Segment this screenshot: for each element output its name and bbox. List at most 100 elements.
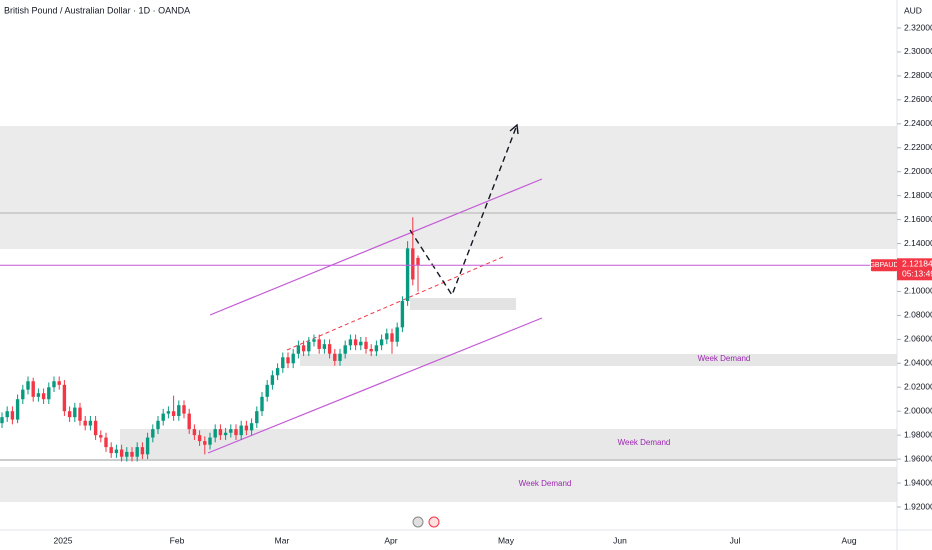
symbol-tag: GBPAUD <box>869 262 898 269</box>
candle-body <box>99 435 103 438</box>
x-tick-label: Mar <box>275 535 290 545</box>
y-tick-label: 2.26000 <box>904 94 932 104</box>
candle-body <box>187 413 191 430</box>
candle-body <box>359 341 363 346</box>
event-icon <box>428 516 440 528</box>
channel-line <box>207 317 543 454</box>
symbol-tag-bg <box>871 259 897 272</box>
candle-body <box>197 435 202 442</box>
chart-title: British Pound / Australian Dollar · 1D ·… <box>4 5 190 15</box>
y-tick-label: 2.02000 <box>904 382 932 392</box>
event-icons <box>412 516 440 528</box>
candle-body <box>26 381 30 390</box>
currency-label: AUD <box>904 5 922 15</box>
zones <box>0 126 897 502</box>
candle-body <box>109 447 113 454</box>
demand-zone <box>120 429 897 459</box>
candle-body <box>301 345 306 352</box>
candle-body <box>249 423 254 431</box>
candle-body <box>5 411 9 418</box>
candle-body <box>192 429 197 436</box>
demand-zone <box>410 298 516 310</box>
candle-body <box>31 381 35 397</box>
y-tick-label: 2.08000 <box>904 310 932 320</box>
y-tick-label: 2.10000 <box>904 286 932 296</box>
midline <box>286 255 506 351</box>
candle-body <box>114 449 119 454</box>
candle-body <box>218 429 223 436</box>
candle-body <box>405 248 410 302</box>
candle-body <box>275 368 280 376</box>
candle-body <box>286 357 290 364</box>
candle-body <box>244 425 249 431</box>
candle-body <box>343 345 347 354</box>
candle-body <box>281 357 285 369</box>
countdown: 05:13:49 <box>902 269 932 279</box>
zone-label: Week Demand <box>698 354 751 363</box>
candle-body <box>385 333 389 340</box>
candle-body <box>239 425 243 436</box>
candle-body <box>395 327 399 342</box>
y-tick-label: 2.32000 <box>904 22 932 32</box>
candle-body <box>312 339 316 342</box>
candle-body <box>41 393 46 400</box>
candle-body <box>317 339 321 349</box>
candle-body <box>265 384 269 397</box>
zone-label: Week Demand <box>519 479 572 488</box>
candle-body <box>130 451 134 457</box>
drawings <box>207 123 543 454</box>
candle-body <box>307 341 311 352</box>
candle-body <box>93 420 98 436</box>
candle-body <box>369 348 373 352</box>
candle-body <box>327 344 332 354</box>
y-tick-label: 2.28000 <box>904 70 932 80</box>
candle-body <box>62 384 67 412</box>
y-tick-label: 2.22000 <box>904 142 932 152</box>
candle-body <box>291 353 295 364</box>
candle-body <box>104 437 108 448</box>
y-tick-label: 2.24000 <box>904 118 932 128</box>
candle-body <box>140 447 145 455</box>
candle-body <box>333 353 337 361</box>
arrowhead <box>509 123 519 135</box>
y-tick-label: 1.92000 <box>904 501 932 511</box>
x-tick-label: May <box>498 535 515 545</box>
candle-body <box>10 411 15 420</box>
candle-body <box>166 411 171 414</box>
candle-body <box>52 381 56 388</box>
candle-body <box>171 411 176 416</box>
y-tick-label: 2.06000 <box>904 334 932 344</box>
candle-body <box>47 387 51 400</box>
candle-body <box>229 429 233 433</box>
candle-body <box>182 405 186 414</box>
candle-body <box>322 344 327 349</box>
candle-body <box>156 420 160 430</box>
candle-body <box>255 411 259 424</box>
candle-body <box>208 437 212 445</box>
x-tick-label: 2025 <box>54 535 73 545</box>
price-tag: 2.12184 <box>902 259 932 269</box>
candle-body <box>119 449 124 457</box>
candle-body <box>353 339 358 346</box>
candle-body <box>411 248 415 280</box>
y-tick-label: 2.14000 <box>904 238 932 248</box>
candle-body <box>145 437 150 455</box>
candle-body <box>36 393 41 397</box>
x-tick-label: Feb <box>170 535 185 545</box>
candle-body <box>213 429 217 438</box>
y-tick-label: 2.04000 <box>904 358 932 368</box>
candle-body <box>374 345 379 352</box>
candle-body <box>348 339 353 346</box>
candle-body <box>234 429 238 436</box>
zone-label: Week Demand <box>618 438 671 447</box>
event-icon <box>412 516 424 528</box>
supply-zone <box>0 126 897 249</box>
candle-body <box>125 451 129 457</box>
candle-body <box>416 257 420 266</box>
candle-body <box>296 345 301 354</box>
x-tick-label: Aug <box>841 535 856 545</box>
y-tick-label: 1.96000 <box>904 453 932 463</box>
projection <box>409 124 518 297</box>
candle-body <box>151 429 155 438</box>
